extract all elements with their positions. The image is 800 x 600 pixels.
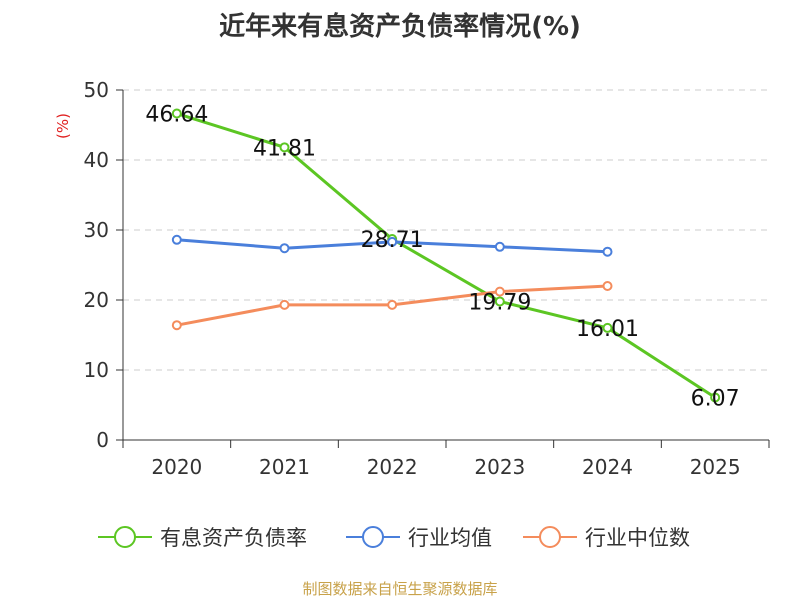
- data-label-2025: 6.07: [691, 387, 740, 412]
- data-labels: 46.64 41.81 28.71 19.79 16.01 6.07: [145, 103, 739, 412]
- series-2-point-2021: [279, 299, 290, 310]
- chart-title: 近年来有息资产负债率情况(%): [219, 12, 581, 42]
- data-label-2020: 46.64: [145, 103, 208, 128]
- series-1-point-2023: [494, 241, 505, 252]
- series-0-point-2025: [710, 392, 721, 403]
- x-tick-label-2020: 2020: [151, 455, 202, 479]
- x-tick-label-2023: 2023: [474, 455, 525, 479]
- x-tick-label-2024: 2024: [582, 455, 633, 479]
- legend-label-2: 行业中位数: [585, 526, 690, 550]
- y-tick-label-20: 20: [84, 288, 109, 312]
- x-tick-label-2025: 2025: [690, 455, 741, 479]
- series-lines: [171, 108, 721, 403]
- series-2-point-2024: [602, 281, 613, 291]
- data-label-2024: 16.01: [576, 317, 639, 342]
- data-label-2022: 28.71: [361, 228, 424, 253]
- y-axis-title: (%): [54, 113, 72, 139]
- y-tick-label-30: 30: [84, 218, 109, 242]
- axes: (%) 0 10 20 30 40 50 2020 2021 2022 2023 2024 2025: [54, 78, 770, 479]
- data-label-2023: 19.79: [468, 290, 531, 315]
- y-tick-label-0: 0: [96, 428, 109, 452]
- series-1-point-2024: [602, 246, 613, 257]
- grid-lines: [123, 89, 769, 371]
- x-tick-label-2021: 2021: [259, 455, 310, 479]
- series-1-point-2021: [279, 243, 290, 254]
- legend: 有息资产负债率 行业均值 行业中位数: [98, 526, 690, 550]
- series-2-point-2022: [387, 299, 398, 310]
- series-0-point-2020: [171, 108, 182, 119]
- series-0-point-2021: [279, 142, 290, 153]
- series-1-point-2020: [171, 234, 182, 245]
- series-0-point-2024: [602, 322, 613, 333]
- legend-marker-1: [362, 526, 384, 548]
- legend-label-1: 行业均值: [408, 526, 492, 550]
- y-tick-label-50: 50: [84, 78, 109, 102]
- series-1-point-2022: [387, 236, 398, 247]
- source-note: 制图数据来自恒生聚源数据库: [302, 580, 498, 598]
- series-line-0: [176, 112, 716, 399]
- y-tick-label-10: 10: [84, 358, 109, 382]
- series-2-point-2020: [171, 320, 182, 331]
- data-label-2021: 41.81: [253, 136, 316, 161]
- legend-label-0: 有息资产负债率: [160, 526, 307, 550]
- y-tick-label-40: 40: [84, 148, 109, 172]
- legend-marker-2: [539, 526, 561, 548]
- x-tick-label-2022: 2022: [367, 455, 418, 479]
- series-2-point-2023: [494, 286, 505, 297]
- legend-marker-0: [114, 526, 136, 548]
- series-0-point-2023: [494, 296, 505, 307]
